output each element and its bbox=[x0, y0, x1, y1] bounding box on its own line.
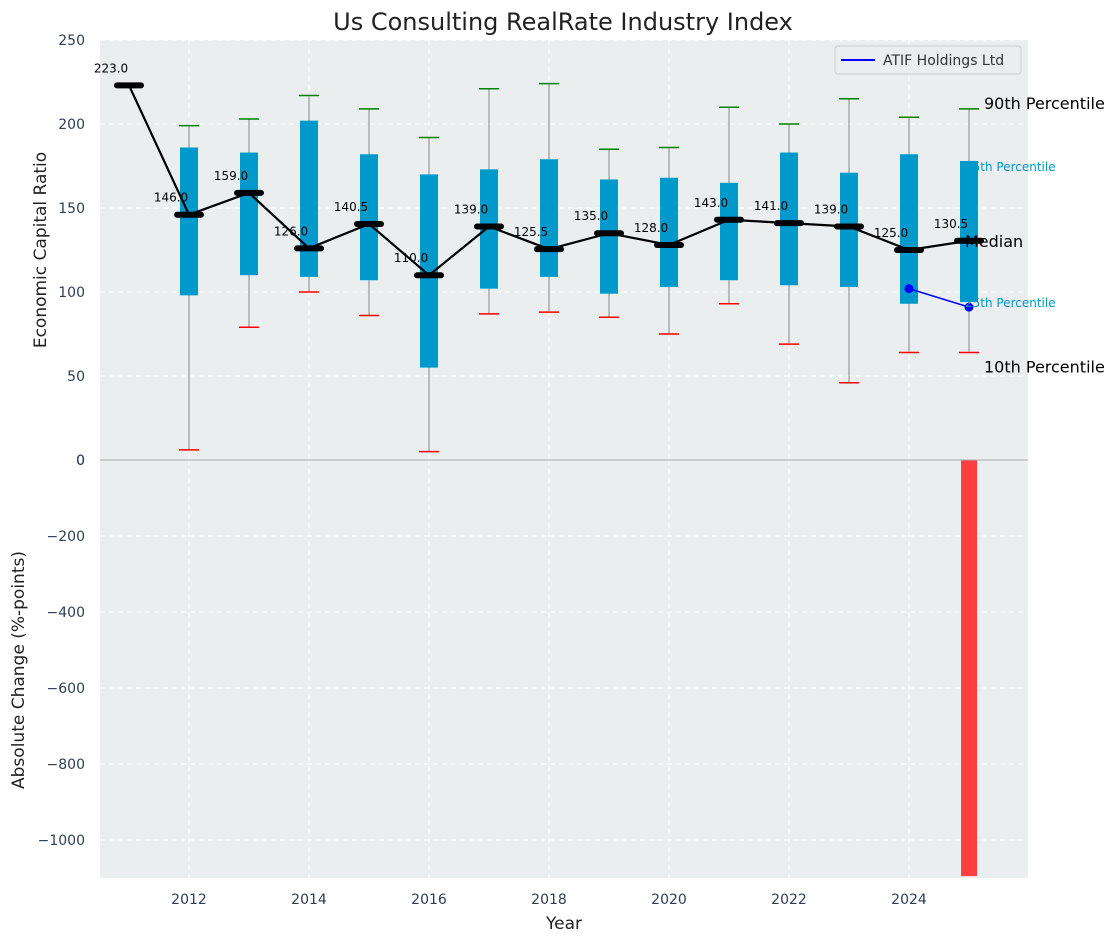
bottom-y-axis-label: Absolute Change (%-points) bbox=[9, 551, 29, 789]
median-line: 223.0 146.0 159.0 126.0 140.5 110.0 139.0 125.5… bbox=[94, 61, 984, 279]
iqr-box bbox=[780, 152, 798, 286]
median-value-label: 125.0 bbox=[874, 226, 908, 240]
x-ticks: 2012 2014 2016 2018 2020 2022 2024 bbox=[171, 892, 927, 908]
median-value-label: 143.0 bbox=[694, 196, 728, 210]
bottom-y-ticks: 0 −200 −400 −600 −800 −1000 bbox=[38, 453, 85, 849]
box-2023 bbox=[839, 98, 859, 384]
bottom-panel-background bbox=[100, 460, 1028, 878]
p75-annotation: 75th Percentile bbox=[965, 160, 1056, 174]
top-y-tick-label: 0 bbox=[76, 453, 85, 469]
box-2015 bbox=[359, 108, 379, 317]
p25-annotation: 25th Percentile bbox=[965, 296, 1056, 310]
box-2014 bbox=[299, 94, 319, 293]
top-y-tick-label: 50 bbox=[67, 369, 85, 385]
change-bars bbox=[961, 460, 977, 877]
bottom-y-tick-label: −200 bbox=[47, 529, 85, 545]
box-2022 bbox=[779, 123, 799, 345]
box-2012 bbox=[179, 124, 199, 451]
chart-title: Us Consulting RealRate Industry Index bbox=[333, 8, 793, 36]
p90-annotation: 90th Percentile bbox=[984, 94, 1105, 113]
top-y-tick-label: 150 bbox=[58, 201, 85, 217]
company-line bbox=[908, 287, 970, 308]
bottom-y-tick-label: −600 bbox=[47, 681, 85, 697]
legend-label: ATIF Holdings Ltd bbox=[883, 53, 1004, 69]
change-bar-2025 bbox=[961, 460, 977, 877]
x-tick-label: 2022 bbox=[771, 892, 807, 908]
median-value-label: 223.0 bbox=[94, 61, 128, 75]
median-value-label: 125.5 bbox=[514, 225, 548, 239]
box-2020 bbox=[659, 146, 679, 335]
box-2021 bbox=[719, 106, 739, 305]
x-tick-label: 2020 bbox=[651, 892, 687, 908]
top-panel-background bbox=[100, 40, 1028, 460]
bottom-y-tick-label: −1000 bbox=[38, 833, 85, 849]
iqr-box bbox=[900, 154, 918, 304]
median-value-label: 126.0 bbox=[274, 224, 308, 238]
x-tick-label: 2018 bbox=[531, 892, 567, 908]
iqr-box bbox=[540, 159, 558, 277]
legend[interactable]: ATIF Holdings Ltd bbox=[834, 45, 1022, 75]
box-2016 bbox=[419, 136, 439, 453]
box-2024 bbox=[899, 116, 919, 354]
median-value-label: 139.0 bbox=[454, 202, 488, 216]
iqr-box bbox=[720, 182, 738, 281]
x-tick-label: 2024 bbox=[891, 892, 927, 908]
median-value-label: 130.5 bbox=[934, 217, 968, 231]
iqr-box bbox=[420, 174, 438, 368]
legend-box bbox=[834, 45, 1022, 75]
median-value-label: 128.0 bbox=[634, 221, 668, 235]
median-value-label: 139.0 bbox=[814, 202, 848, 216]
box-2025 bbox=[959, 108, 979, 354]
median-value-label: 140.5 bbox=[334, 200, 368, 214]
median-value-label: 135.0 bbox=[574, 209, 608, 223]
iqr-box bbox=[840, 172, 858, 287]
box-plots bbox=[179, 82, 979, 453]
iqr-box bbox=[360, 154, 378, 281]
iqr-box bbox=[240, 152, 258, 276]
iqr-box bbox=[600, 179, 618, 294]
median-value-label: 159.0 bbox=[214, 169, 248, 183]
top-y-ticks: 0 50 100 150 200 250 bbox=[58, 33, 85, 469]
company-series bbox=[904, 284, 974, 312]
iqr-box bbox=[180, 147, 198, 296]
box-2013 bbox=[239, 118, 259, 329]
x-tick-label: 2016 bbox=[411, 892, 447, 908]
median-value-label: 110.0 bbox=[394, 251, 428, 265]
top-y-tick-label: 100 bbox=[58, 285, 85, 301]
median-value-label: 146.0 bbox=[154, 191, 188, 205]
iqr-box bbox=[960, 160, 978, 303]
x-tick-label: 2012 bbox=[171, 892, 207, 908]
p10-annotation: 10th Percentile bbox=[984, 357, 1105, 376]
percentile-annotations: 90th Percentile 75th Percentile Median 25th… bbox=[965, 94, 1105, 377]
top-y-axis-label: Economic Capital Ratio bbox=[31, 152, 51, 348]
iqr-box bbox=[660, 177, 678, 287]
top-y-tick-label: 250 bbox=[58, 33, 85, 49]
x-tick-label: 2014 bbox=[291, 892, 327, 908]
median-annotation: Median bbox=[965, 232, 1023, 251]
company-point bbox=[904, 284, 914, 294]
bottom-y-tick-label: −400 bbox=[47, 605, 85, 621]
bottom-y-tick-label: −800 bbox=[47, 757, 85, 773]
iqr-box bbox=[300, 120, 318, 277]
x-axis-label: Year bbox=[545, 914, 582, 934]
bottom-y-tick-label: 0 bbox=[76, 453, 85, 469]
top-y-tick-label: 200 bbox=[58, 117, 85, 133]
median-value-label: 141.0 bbox=[754, 199, 788, 213]
company-point bbox=[964, 302, 974, 312]
